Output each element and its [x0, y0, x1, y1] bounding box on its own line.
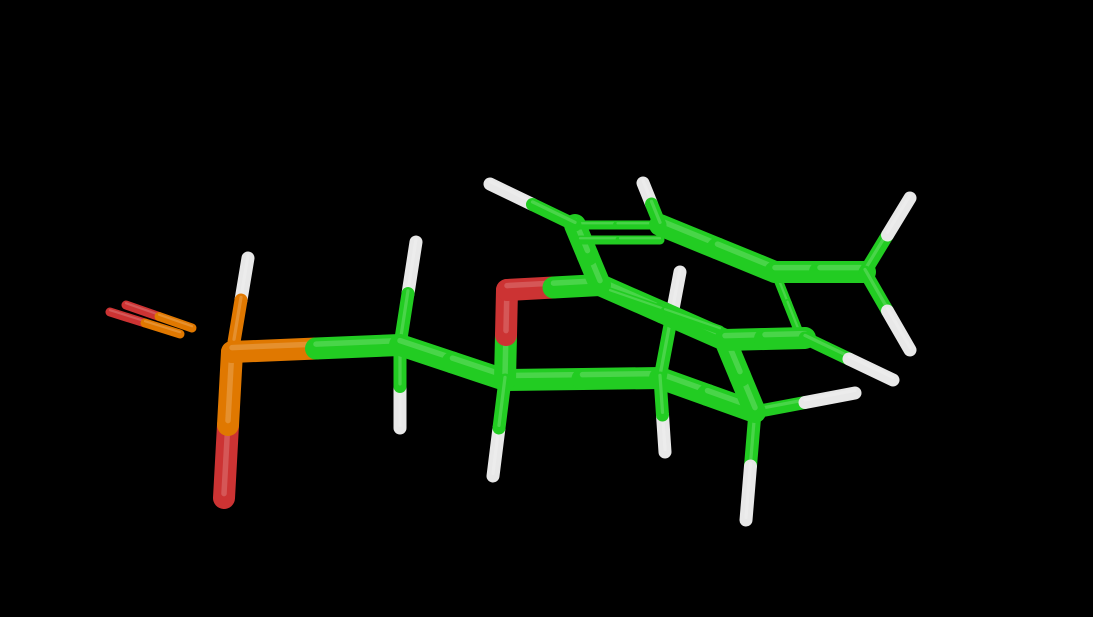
bond-group	[105, 176, 917, 527]
bond-c1-h-up-half-1	[401, 235, 423, 300]
bond-ring-inner-half-2	[660, 306, 725, 335]
bond-c3-h-down-half-2-highlight	[658, 373, 665, 415]
bond-ring-d-half-2-highlight	[714, 241, 778, 271]
bond-ring-inner-half-1-highlight	[608, 289, 667, 311]
bond-ring-h-right-half-2-highlight	[847, 354, 895, 380]
bond-ring-h-right-up-half-2	[881, 191, 917, 242]
bond-c2-h-half-2	[492, 373, 512, 435]
bond-ring-d-half-1-highlight	[657, 217, 721, 247]
bond-c2-h-half-1	[486, 421, 506, 483]
bond-c5-h-right-half-2	[798, 386, 862, 409]
bond-ring-inner-half-2-highlight	[663, 308, 722, 330]
bond-p-o-double-b-half-2-highlight	[157, 313, 194, 328]
bond-ring-h-right-down-half-2-highlight	[885, 306, 912, 350]
bond-ring-h-right-up-half-1	[858, 228, 894, 279]
bond-ring-h-right-half-2	[842, 352, 900, 387]
bond-c5-h-right-half-2-highlight	[803, 388, 857, 402]
bond-ring-h-top-half-2	[645, 197, 667, 232]
bond-c1-h-up-half-1-highlight	[406, 237, 418, 293]
bond-p-c-half-1	[221, 337, 327, 363]
bond-c1-c2-half-1-highlight	[397, 337, 456, 361]
bond-p-o-double-a-half-2-highlight	[143, 320, 182, 334]
bond-c3-h-up-half-2-highlight	[658, 320, 672, 378]
bond-ring-h-left-half-2-highlight	[530, 200, 577, 225]
bond-p-c-half-1-highlight	[229, 341, 319, 351]
bond-ring-h-right-half-1	[798, 331, 856, 366]
bond-ring-h-right-down-half-1	[858, 265, 894, 318]
bond-p-h-half-1-highlight	[239, 253, 250, 300]
bond-p-o-double-b-half-1	[121, 300, 164, 321]
bond-ring-f-half-2-highlight	[762, 330, 808, 338]
bond-c3-h-up-half-2	[653, 318, 677, 385]
bond-p-h-half-2	[227, 293, 248, 349]
bond-p-h-half-1	[234, 251, 255, 307]
bond-ring-h-left-half-1	[483, 177, 539, 211]
bond-p-c-half-2	[305, 334, 411, 360]
bond-p-o-double-b-half-2	[154, 312, 197, 333]
bond-ring-h-right-up-half-2-highlight	[885, 193, 912, 235]
bond-ring-h-right-down-half-1-highlight	[863, 267, 890, 311]
bond-p-o-double-a-half-2	[140, 318, 185, 339]
bond-p-o-lower-half-2	[217, 341, 243, 436]
bond-ring-h-left-half-1-highlight	[488, 179, 535, 204]
bond-ring-inner-half-1	[605, 287, 670, 316]
bond-c2-h-half-2-highlight	[497, 375, 507, 428]
bond-c5-h-down-half-2	[739, 459, 757, 527]
bond-ring-h-right-half-1-highlight	[803, 333, 851, 359]
bond-p-h-half-2-highlight	[232, 295, 243, 342]
bond-p-c-half-2-highlight	[313, 337, 403, 347]
bond-p-o-double-a-half-1	[105, 307, 150, 328]
bond-ring-h-left-half-2	[526, 198, 582, 232]
bond-ring-h-top-half-2-highlight	[649, 199, 662, 225]
bond-ring-h-right-down-half-2	[881, 304, 917, 357]
bond-c2-c3-half-1	[494, 368, 594, 391]
bond-p-o-lower-half-1	[213, 414, 239, 509]
bond-c2-c3-half-2	[571, 367, 671, 390]
bond-p-o-double-b-half-1-highlight	[124, 302, 161, 316]
bond-c3-h-down-half-2	[653, 371, 669, 422]
bond-c2-c3-half-2-highlight	[579, 370, 663, 378]
bond-c1-h-up-half-2-highlight	[398, 289, 410, 345]
bond-c5-h-down-half-2-highlight	[744, 461, 753, 520]
bond-p-o-double-a-half-1-highlight	[108, 309, 147, 323]
bond-ring-f-half-2	[754, 327, 816, 350]
bond-c2-c3-half-1-highlight	[502, 371, 586, 379]
